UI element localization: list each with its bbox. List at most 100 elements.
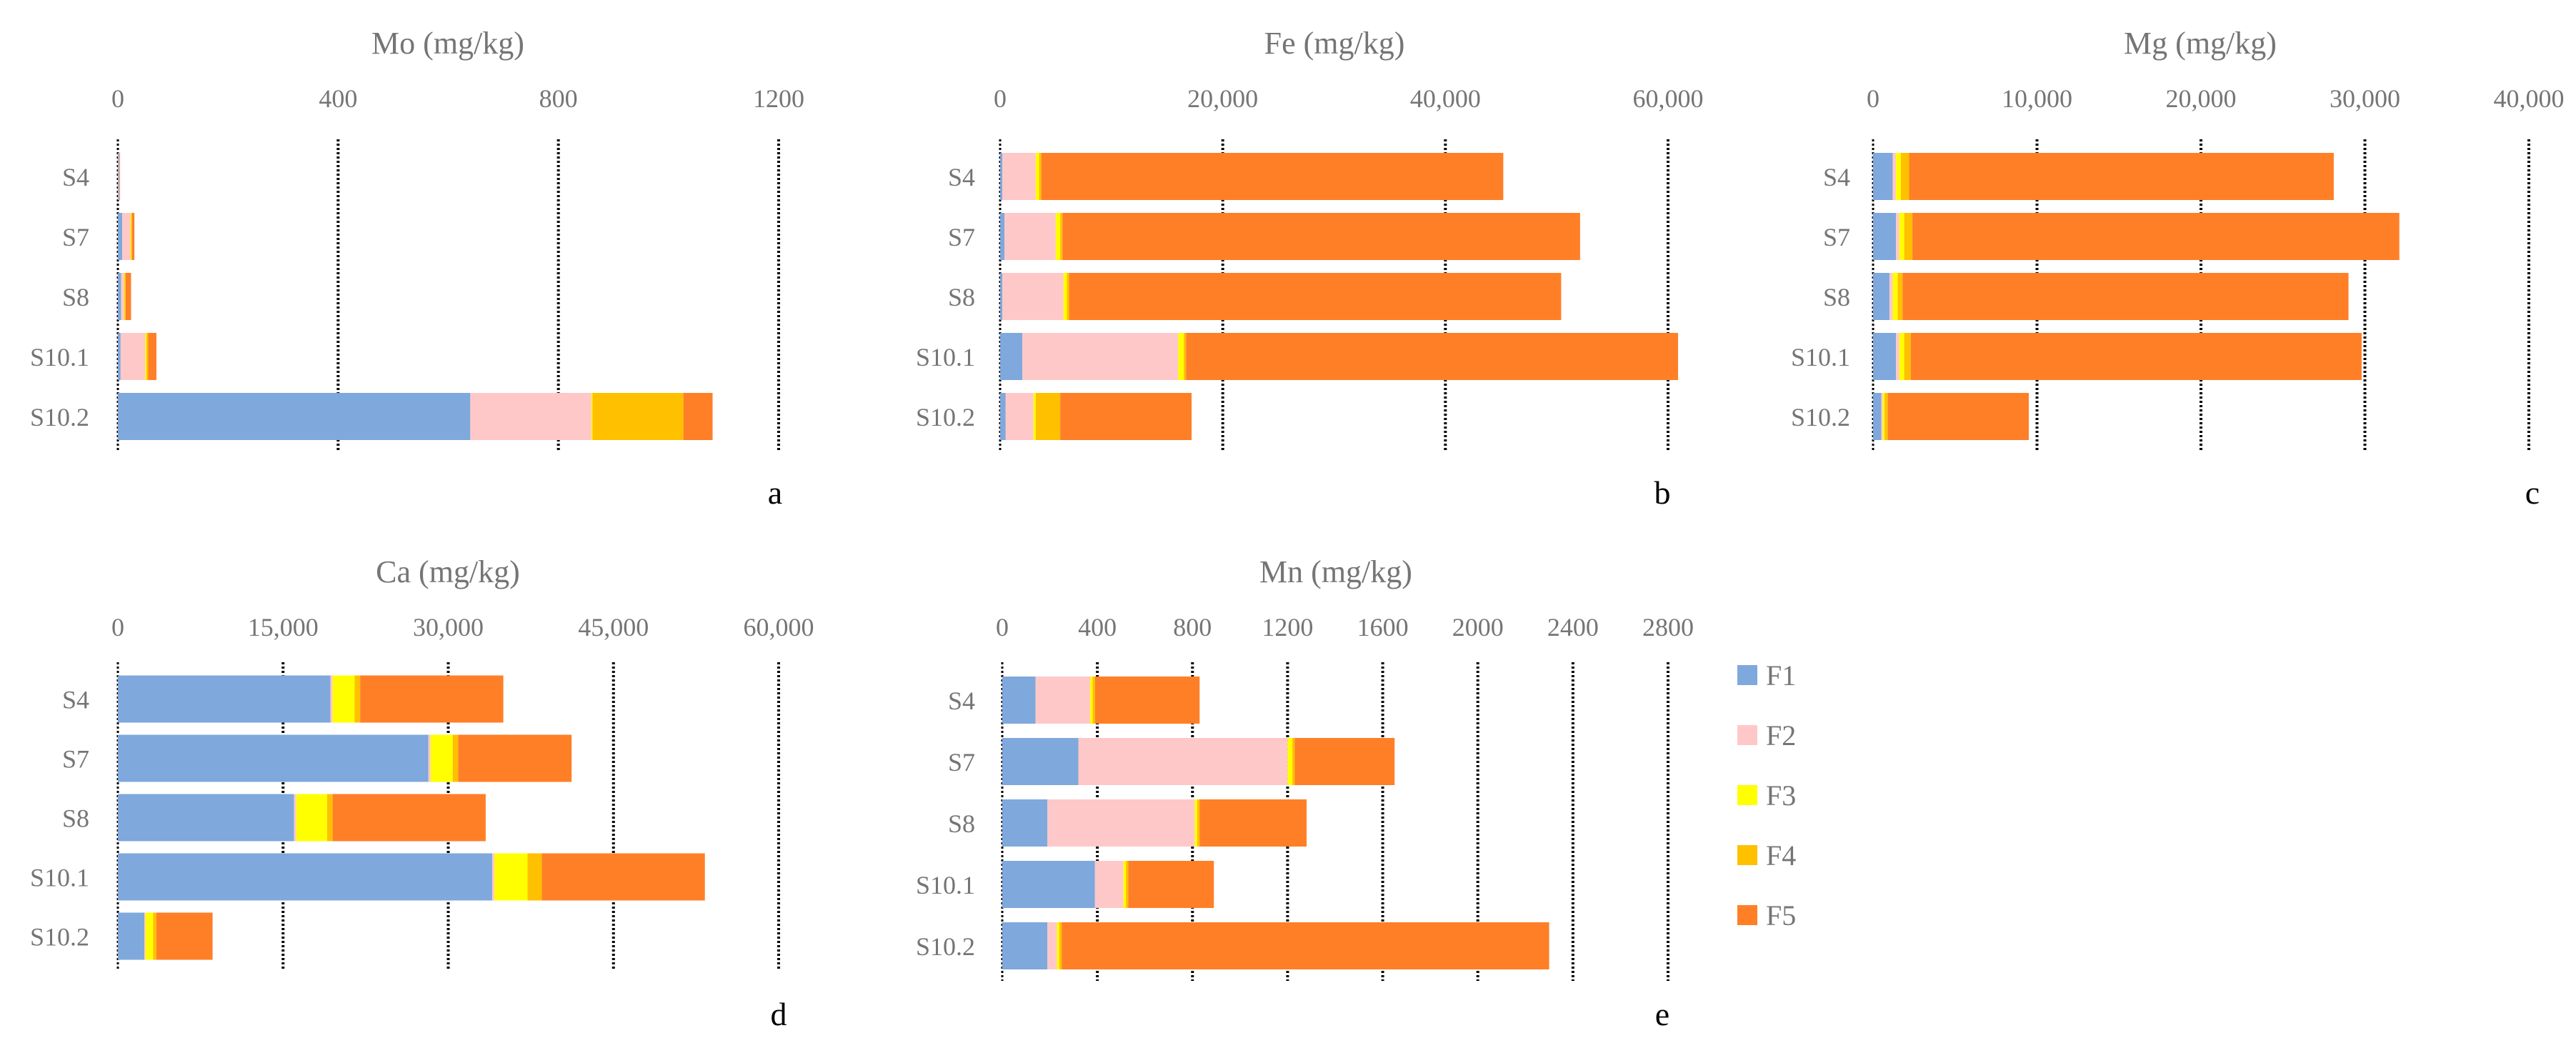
panel-label: b [1654,474,1671,511]
bar-segment-f2 [1022,333,1179,380]
bar-segment-f2 [120,333,146,380]
bar-segment-f3 [1194,799,1197,847]
bar-segment-f5 [1294,738,1395,785]
legend-item: F2 [1737,719,1796,752]
bar-segment-f2 [1078,738,1288,785]
x-tick-label: 1200 [753,84,804,113]
bar-segment-f5 [1186,333,1679,380]
bar-segment-f3 [145,912,154,960]
category-label: S8 [1823,283,1850,311]
bar-segment-f3 [1178,333,1184,380]
category-label: S10.2 [916,403,975,431]
x-tick-label: 60,000 [744,613,814,642]
x-tick-label: 0 [111,84,124,113]
category-label: S8 [62,283,89,311]
panel-label: d [771,996,787,1032]
bar-segment-f3 [1057,922,1059,969]
category-label: S7 [948,748,975,777]
bar-segment-f5 [332,794,486,842]
category-label: S10.2 [30,923,89,952]
bar-segment-f1 [118,675,331,723]
chart-title: Mg (mg/kg) [2124,26,2277,61]
bar-segment-f5 [360,675,504,723]
chart-panel-b: Fe (mg/kg) 0 20,000 40,000 60,000 S4 S7 S8 S10.1… [916,26,1704,511]
bar-segment-f2 [1047,799,1195,847]
panel-label: a [768,474,782,511]
bar-segment-f2 [1881,393,1883,440]
bar-segment-f5 [1902,273,2349,320]
bar-segment-f4 [1904,213,1913,260]
bar-segment-f3 [494,853,528,901]
legend-swatch [1737,905,1757,925]
bar-segment-f1 [118,912,144,960]
category-label: S4 [1823,163,1850,191]
bar-segment-f1 [1000,213,1005,260]
bar-segment-f1 [1000,333,1023,380]
category-label: S10.2 [30,403,89,431]
bar-segment-f5 [1041,153,1504,200]
bar-segment-f1 [1002,922,1048,969]
bar-segment-f4 [1039,153,1042,200]
bar-segment-f3 [1035,153,1039,200]
bar-segment-f1 [118,273,121,320]
x-tick-label: 20,000 [1187,84,1258,113]
bar-segment-f4 [1035,393,1061,440]
bar-segment-f2 [1896,333,1899,380]
bar-segment-f1 [118,333,121,380]
legend-item: F1 [1737,659,1796,692]
bar-segment-f4 [527,853,542,901]
bar-segment-f1 [1002,677,1036,724]
x-tick-label: 30,000 [413,613,484,642]
x-tick-label: 2400 [1547,613,1599,642]
bar-segment-f2 [470,393,591,440]
bar-segment-f2 [121,273,124,320]
bar-segment-f3 [145,333,147,380]
bar-segment-f4 [1901,153,1909,200]
bar-segment-f2 [144,912,146,960]
bar-segment-f2 [1035,677,1091,724]
bar-segment-f3 [591,393,593,440]
bar-segment-f5 [148,333,156,380]
bar-segment-f1 [118,853,493,901]
category-label: S10.2 [916,932,975,961]
category-label: S8 [948,809,975,838]
legend-label: F1 [1766,659,1796,692]
bar-segment-f2 [330,675,333,723]
bar-segment-f1 [1873,333,1897,380]
bar-segment-f1 [1873,273,1889,320]
bar-segment-f4 [1292,738,1295,785]
category-label: S10.2 [1791,403,1850,431]
bar-segment-f4 [1904,333,1911,380]
legend-swatch [1737,845,1757,865]
bar-segment-f5 [1910,333,2362,380]
x-tick-label: 0 [996,613,1009,642]
bar-segment-f5 [1062,922,1549,969]
category-label: S8 [948,283,975,311]
chart-panel-d: Ca (mg/kg) 0 15,000 30,000 45,000 60,000 S4 S7 S… [30,554,814,1032]
chart-title: Ca (mg/kg) [376,554,520,589]
legend-item: F4 [1737,839,1796,872]
bar-segment-f1 [1000,393,1006,440]
category-label: S10.1 [1791,343,1850,371]
bar-segment-f5 [458,734,572,782]
bar-segment-f1 [118,213,123,260]
x-tick-label: 800 [539,84,578,113]
bar-segment-f3 [1055,213,1061,260]
bar-segment-f4 [1184,333,1187,380]
bar-segment-f4 [153,912,156,960]
bar-segment-f4 [131,213,133,260]
x-tick-label: 30,000 [2330,84,2400,113]
bar-segment-f4 [146,333,149,380]
bar-segment-f4 [1897,273,1903,320]
bar-segment-f1 [118,734,429,782]
bar-segment-f5 [119,153,121,200]
category-label: S7 [62,223,89,251]
bar-segment-f5 [132,213,135,260]
category-label: S7 [1823,223,1850,251]
bar-segment-f1 [118,393,471,440]
bar-segment-f3 [1090,677,1093,724]
bar-segment-f1 [1873,153,1893,200]
bar-segment-f3 [1899,333,1904,380]
bar-segment-f3 [1287,738,1293,785]
